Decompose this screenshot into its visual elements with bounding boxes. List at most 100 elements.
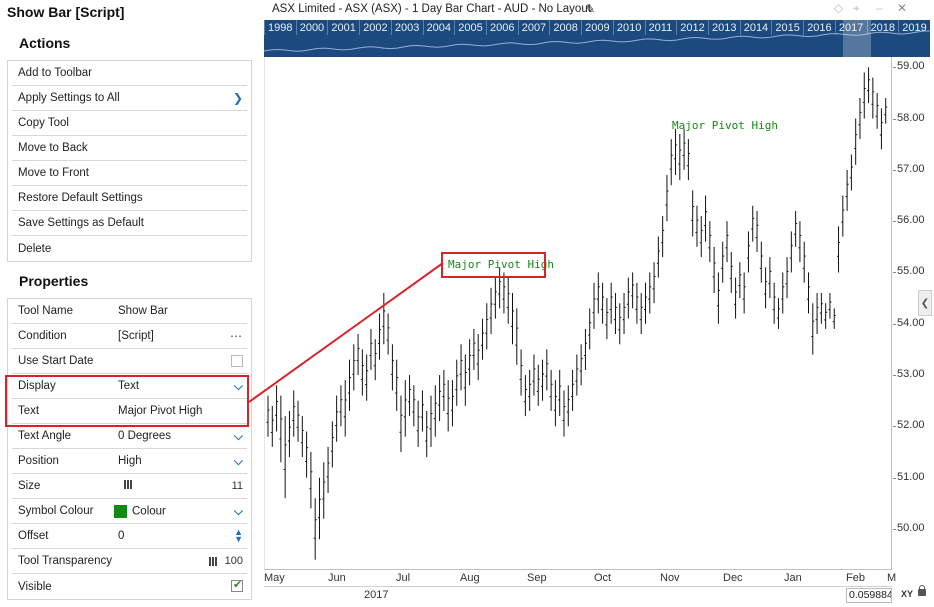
overview-year-separator — [612, 20, 614, 35]
prop-label: Tool Name — [18, 305, 73, 317]
ohlc-bar — [725, 221, 729, 263]
pencil-icon[interactable]: ✎ — [585, 2, 596, 16]
action-delete[interactable]: Delete — [12, 236, 247, 261]
close-icon[interactable]: ✕ — [897, 1, 908, 15]
stepper-icon[interactable]: ▲ ▼ — [234, 527, 243, 544]
offset-input[interactable]: 0 — [118, 530, 125, 542]
colour-select[interactable]: Colour — [132, 505, 166, 518]
y-tick-mark — [893, 272, 896, 274]
overview-navigator[interactable]: 1998 2000 2001 2002 2003 2004 2005 2006 2007 2008… — [264, 20, 930, 57]
y-tick-label: 59.00 — [897, 60, 925, 73]
xy-button[interactable]: XY — [901, 589, 914, 599]
diamond-icon[interactable]: ◇ — [834, 1, 844, 15]
ohlc-bar — [579, 344, 583, 386]
y-tick-mark — [893, 118, 896, 120]
ohlc-bar — [335, 395, 339, 442]
transparency-value[interactable]: 100 — [224, 555, 243, 567]
ohlc-bar — [489, 287, 493, 335]
colour-swatch[interactable] — [114, 504, 127, 518]
ohlc-bar — [845, 169, 849, 211]
ohlc-bar — [566, 385, 570, 427]
action-apply-settings-to-all[interactable]: Apply Settings to All ❯ — [12, 86, 247, 111]
text-input[interactable]: Major Pivot High — [118, 405, 203, 417]
highlight-box-display-text — [5, 375, 249, 427]
ohlc-bar — [541, 359, 545, 401]
position-select[interactable]: High — [118, 455, 142, 467]
action-restore-default-settings[interactable]: Restore Default Settings — [12, 186, 247, 211]
action-label: Save Settings as Default — [18, 217, 144, 229]
prop-label: Offset — [18, 530, 49, 542]
ohlc-bar — [330, 421, 334, 468]
action-move-to-back[interactable]: Move to Back — [12, 136, 247, 161]
use-start-date-checkbox[interactable] — [231, 355, 243, 367]
ohlc-bar — [532, 354, 536, 396]
action-copy-tool[interactable]: Copy Tool — [12, 111, 247, 136]
pivot-label-aug: Major Pivot High — [448, 258, 554, 271]
ohlc-bar — [588, 308, 592, 350]
pin-icon[interactable]: ⌖ — [853, 1, 860, 15]
prop-position[interactable]: Position High ⌵ — [12, 449, 247, 474]
size-value[interactable]: 11 — [231, 480, 243, 492]
prop-label: Position — [18, 455, 59, 467]
prop-symbol-colour[interactable]: Symbol Colour Colour ⌵ — [12, 499, 247, 524]
action-add-to-toolbar[interactable]: Add to Toolbar — [12, 61, 247, 86]
lock-icon[interactable] — [918, 585, 926, 596]
date-axis[interactable]: May Jun Jul Aug Sep Oct Nov Dec Jan Feb M — [264, 570, 896, 587]
ohlc-bar — [755, 210, 759, 252]
ohlc-bar — [502, 272, 506, 314]
x-tick-label: M — [887, 572, 897, 584]
overview-year-separator — [866, 20, 868, 35]
ohlc-bar — [275, 385, 279, 432]
y-tick-label: 50.00 — [897, 521, 925, 534]
overview-year-label: 2005 — [458, 22, 483, 34]
chevron-down-icon[interactable]: ⌵ — [233, 428, 243, 443]
ohlc-bar — [382, 292, 386, 345]
x-tick-label: Jun — [328, 572, 346, 584]
ohlc-bar — [463, 354, 467, 406]
display-select[interactable]: Text — [118, 380, 140, 392]
prop-tool-transparency[interactable]: Tool Transparency 100 — [12, 549, 247, 574]
prop-condition[interactable]: Condition [Script] ⋯ — [12, 324, 247, 349]
ohlc-bar — [631, 272, 635, 309]
action-save-settings-as-default[interactable]: Save Settings as Default — [12, 211, 247, 236]
condition-value: [Script] — [118, 330, 154, 342]
visible-checkbox[interactable] — [231, 578, 243, 592]
more-options-icon[interactable]: ⋯ — [230, 329, 243, 343]
tool-name-value[interactable]: Show Bar — [118, 305, 168, 317]
slider-icon[interactable] — [208, 556, 217, 566]
ohlc-bar — [536, 364, 540, 406]
prop-size[interactable]: Size 11 — [12, 474, 247, 499]
slider-icon[interactable] — [124, 480, 132, 489]
chevron-down-icon[interactable]: ⌵ — [233, 453, 243, 468]
action-label: Move to Back — [18, 142, 88, 154]
prop-use-start-date[interactable]: Use Start Date — [12, 349, 247, 374]
x-tick-label: Nov — [660, 572, 680, 584]
prop-text-angle[interactable]: Text Angle 0 Degrees ⌵ — [12, 424, 247, 449]
chevron-down-icon[interactable]: ⌵ — [233, 503, 243, 518]
chevron-down-icon[interactable]: ⌵ — [233, 378, 243, 393]
ohlc-bar — [622, 292, 626, 335]
ohlc-bar — [326, 446, 330, 494]
text-angle-select[interactable]: 0 Degrees — [118, 430, 172, 442]
prop-offset[interactable]: Offset 0 ▲ ▼ — [12, 524, 247, 549]
prop-tool-name[interactable]: Tool Name Show Bar — [12, 299, 247, 324]
prop-text[interactable]: Text Major Pivot High — [12, 399, 247, 424]
prop-label: Symbol Colour — [18, 505, 94, 517]
ohlc-bar — [695, 205, 699, 247]
collapse-chevron-icon[interactable]: ❮ — [918, 290, 932, 316]
x-tick-label: Jan — [784, 572, 802, 584]
action-move-to-front[interactable]: Move to Front — [12, 161, 247, 186]
ohlc-bar — [678, 133, 682, 181]
price-plot-area[interactable] — [264, 57, 892, 570]
ohlc-bar — [386, 313, 390, 355]
minimize-icon[interactable]: – — [876, 1, 883, 15]
prop-visible[interactable]: Visible — [12, 574, 247, 599]
overview-year-separator — [327, 20, 329, 35]
prop-display[interactable]: Display Text ⌵ — [12, 374, 247, 399]
price-axis[interactable]: 50.00 51.00 52.00 53.00 54.00 55.00 56.00 57.00… — [893, 57, 930, 570]
overview-year-label: 2014 — [743, 22, 769, 34]
ohlc-bar — [300, 416, 304, 458]
overview-selection-window[interactable] — [843, 20, 871, 57]
ohlc-bar — [343, 380, 347, 437]
ohlc-bar — [871, 77, 875, 119]
